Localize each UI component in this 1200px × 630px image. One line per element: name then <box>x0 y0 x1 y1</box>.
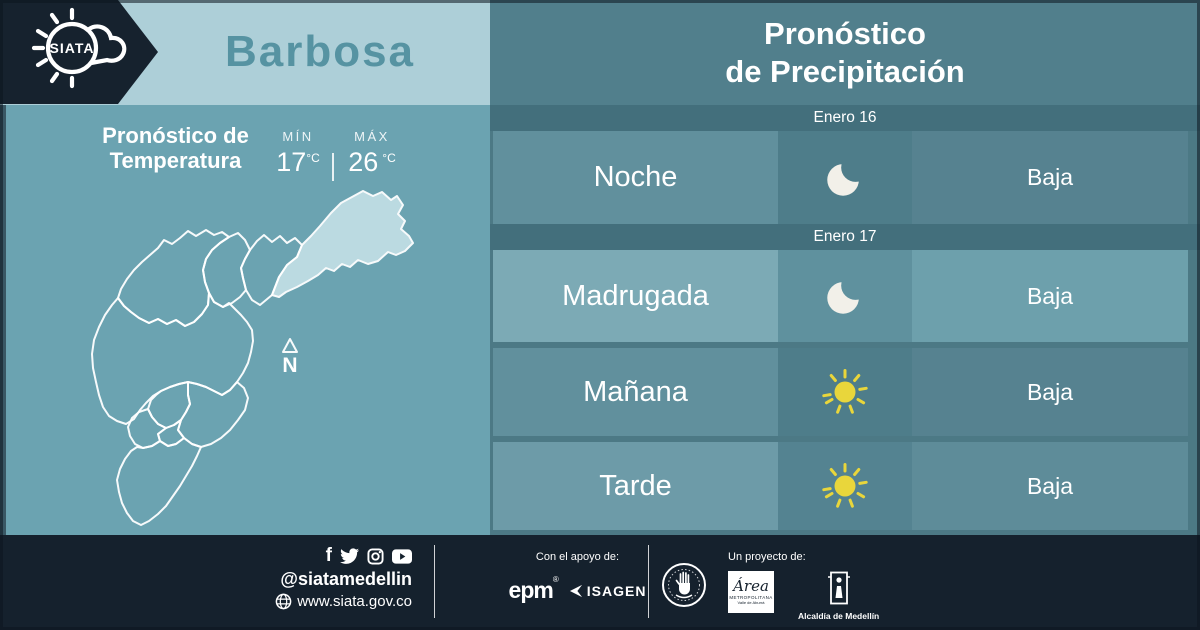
north-indicator: N <box>282 338 298 377</box>
alcaldia-figure-icon <box>827 571 850 605</box>
instagram-icon[interactable] <box>367 547 384 565</box>
left-edge-shade <box>0 105 6 535</box>
temperature-title-line1: Pronóstico de <box>102 123 249 148</box>
precipitation-level: Baja <box>912 250 1188 342</box>
temperature-title: Pronóstico de Temperatura <box>88 123 263 173</box>
forecast-row-noche: Noche Baja <box>493 131 1188 224</box>
min-number: 17 <box>276 147 307 177</box>
social-handle[interactable]: @siatamedellin <box>280 569 412 589</box>
date-band-enero-17: Enero 17 <box>490 224 1200 250</box>
city-title: Barbosa <box>224 26 416 76</box>
precipitation-header-line1: Pronóstico <box>764 16 926 52</box>
min-max-divider <box>332 153 334 181</box>
max-number: 26 <box>348 147 379 177</box>
max-temperature-column: MÁX 26 °C <box>336 129 408 178</box>
forecast-row-madrugada: Madrugada Baja <box>493 250 1188 342</box>
website-url[interactable]: www.siata.gov.co <box>297 593 412 610</box>
north-label: N <box>282 354 297 377</box>
project-logos-row: Área METROPOLITANA Valle de Aburrá Alcal… <box>728 571 879 621</box>
date-label: Enero 17 <box>813 228 877 245</box>
sun-icon <box>778 442 912 530</box>
precipitation-level: Baja <box>912 442 1188 530</box>
municipality-medellin <box>91 292 254 425</box>
epm-logo: epm® <box>508 575 559 603</box>
globe-icon <box>275 593 292 610</box>
alcaldia-caption: Alcaldía de Medellín <box>798 611 880 621</box>
period-label: Madrugada <box>493 250 778 342</box>
project-label: Un proyecto de: <box>728 551 806 563</box>
twitter-icon[interactable] <box>340 548 359 564</box>
municipality-barbosa-highlighted <box>271 190 414 298</box>
siata-banner: SIATA SIATA <box>0 0 158 104</box>
support-label: Con el apoyo de: <box>535 551 620 563</box>
facebook-icon[interactable]: f <box>325 544 332 566</box>
footer-divider <box>434 545 435 618</box>
precipitation-header-line2: de Precipitación <box>725 53 965 89</box>
municipality-girardota <box>240 234 303 306</box>
forecast-row-tarde: Tarde Baja <box>493 442 1188 530</box>
isagen-triangle-icon <box>569 584 582 597</box>
support-block: Con el apoyo de: epm® ISAGEN <box>495 551 660 604</box>
social-icons-row: f <box>326 546 412 566</box>
temperature-block: Pronóstico de Temperatura MÍN 17°C MÁX 2… <box>0 105 490 185</box>
date-band-enero-16: Enero 16 <box>490 105 1200 131</box>
max-value: 26 °C <box>336 147 408 178</box>
date-label: Enero 16 <box>813 109 877 126</box>
precipitation-header: Pronóstico de Precipitación <box>490 0 1200 105</box>
youtube-icon[interactable] <box>392 548 412 564</box>
alcaldia-logo: Alcaldía de Medellín <box>798 571 879 621</box>
municipality-bello <box>117 229 230 327</box>
website-row[interactable]: www.siata.gov.co <box>275 593 412 610</box>
period-label: Noche <box>493 131 778 224</box>
social-block: f @siatamedellin <box>240 546 412 610</box>
footer: f @siatamedellin <box>0 535 1200 630</box>
max-label: MÁX <box>354 129 390 144</box>
period-label: Tarde <box>493 442 778 530</box>
precipitation-level: Baja <box>912 131 1188 224</box>
temperature-title-line2: Temperatura <box>109 147 242 173</box>
circular-hand-seal-logo <box>662 563 706 607</box>
right-panel: Pronóstico de Precipitación Enero 16 Noc… <box>490 0 1200 535</box>
period-label: Mañana <box>493 348 778 436</box>
left-header-bar: Barbosa SIATA SIATA <box>0 0 490 105</box>
min-label: MÍN <box>282 129 314 144</box>
max-unit: °C <box>382 151 396 165</box>
siata-logo <box>31 7 127 89</box>
min-unit: °C <box>306 151 320 165</box>
moon-icon <box>778 250 912 342</box>
forecast-row-manana: Mañana Baja <box>493 348 1188 436</box>
map-panel: Pronóstico de Temperatura MÍN 17°C MÁX 2… <box>0 105 490 535</box>
precipitation-level: Baja <box>912 348 1188 436</box>
region-map: N <box>91 190 414 526</box>
min-value: 17°C <box>262 147 334 178</box>
svg-text:SIATA: SIATA <box>50 40 95 56</box>
project-block: Un proyecto de: Área METROPOLITANA Valle… <box>728 551 879 621</box>
area-metropolitana-logo: Área METROPOLITANA Valle de Aburrá <box>728 571 774 613</box>
isagen-logo: ISAGEN <box>569 583 647 599</box>
north-arrow-icon <box>282 338 298 353</box>
moon-icon <box>778 131 912 224</box>
municipality-envigado <box>177 381 249 448</box>
support-logos-row: epm® ISAGEN <box>495 575 660 604</box>
min-temperature-column: MÍN 17°C <box>262 129 334 178</box>
sun-icon <box>778 348 912 436</box>
footer-divider <box>648 545 649 618</box>
registered-mark: ® <box>552 575 559 584</box>
municipality-caldas <box>116 437 202 526</box>
